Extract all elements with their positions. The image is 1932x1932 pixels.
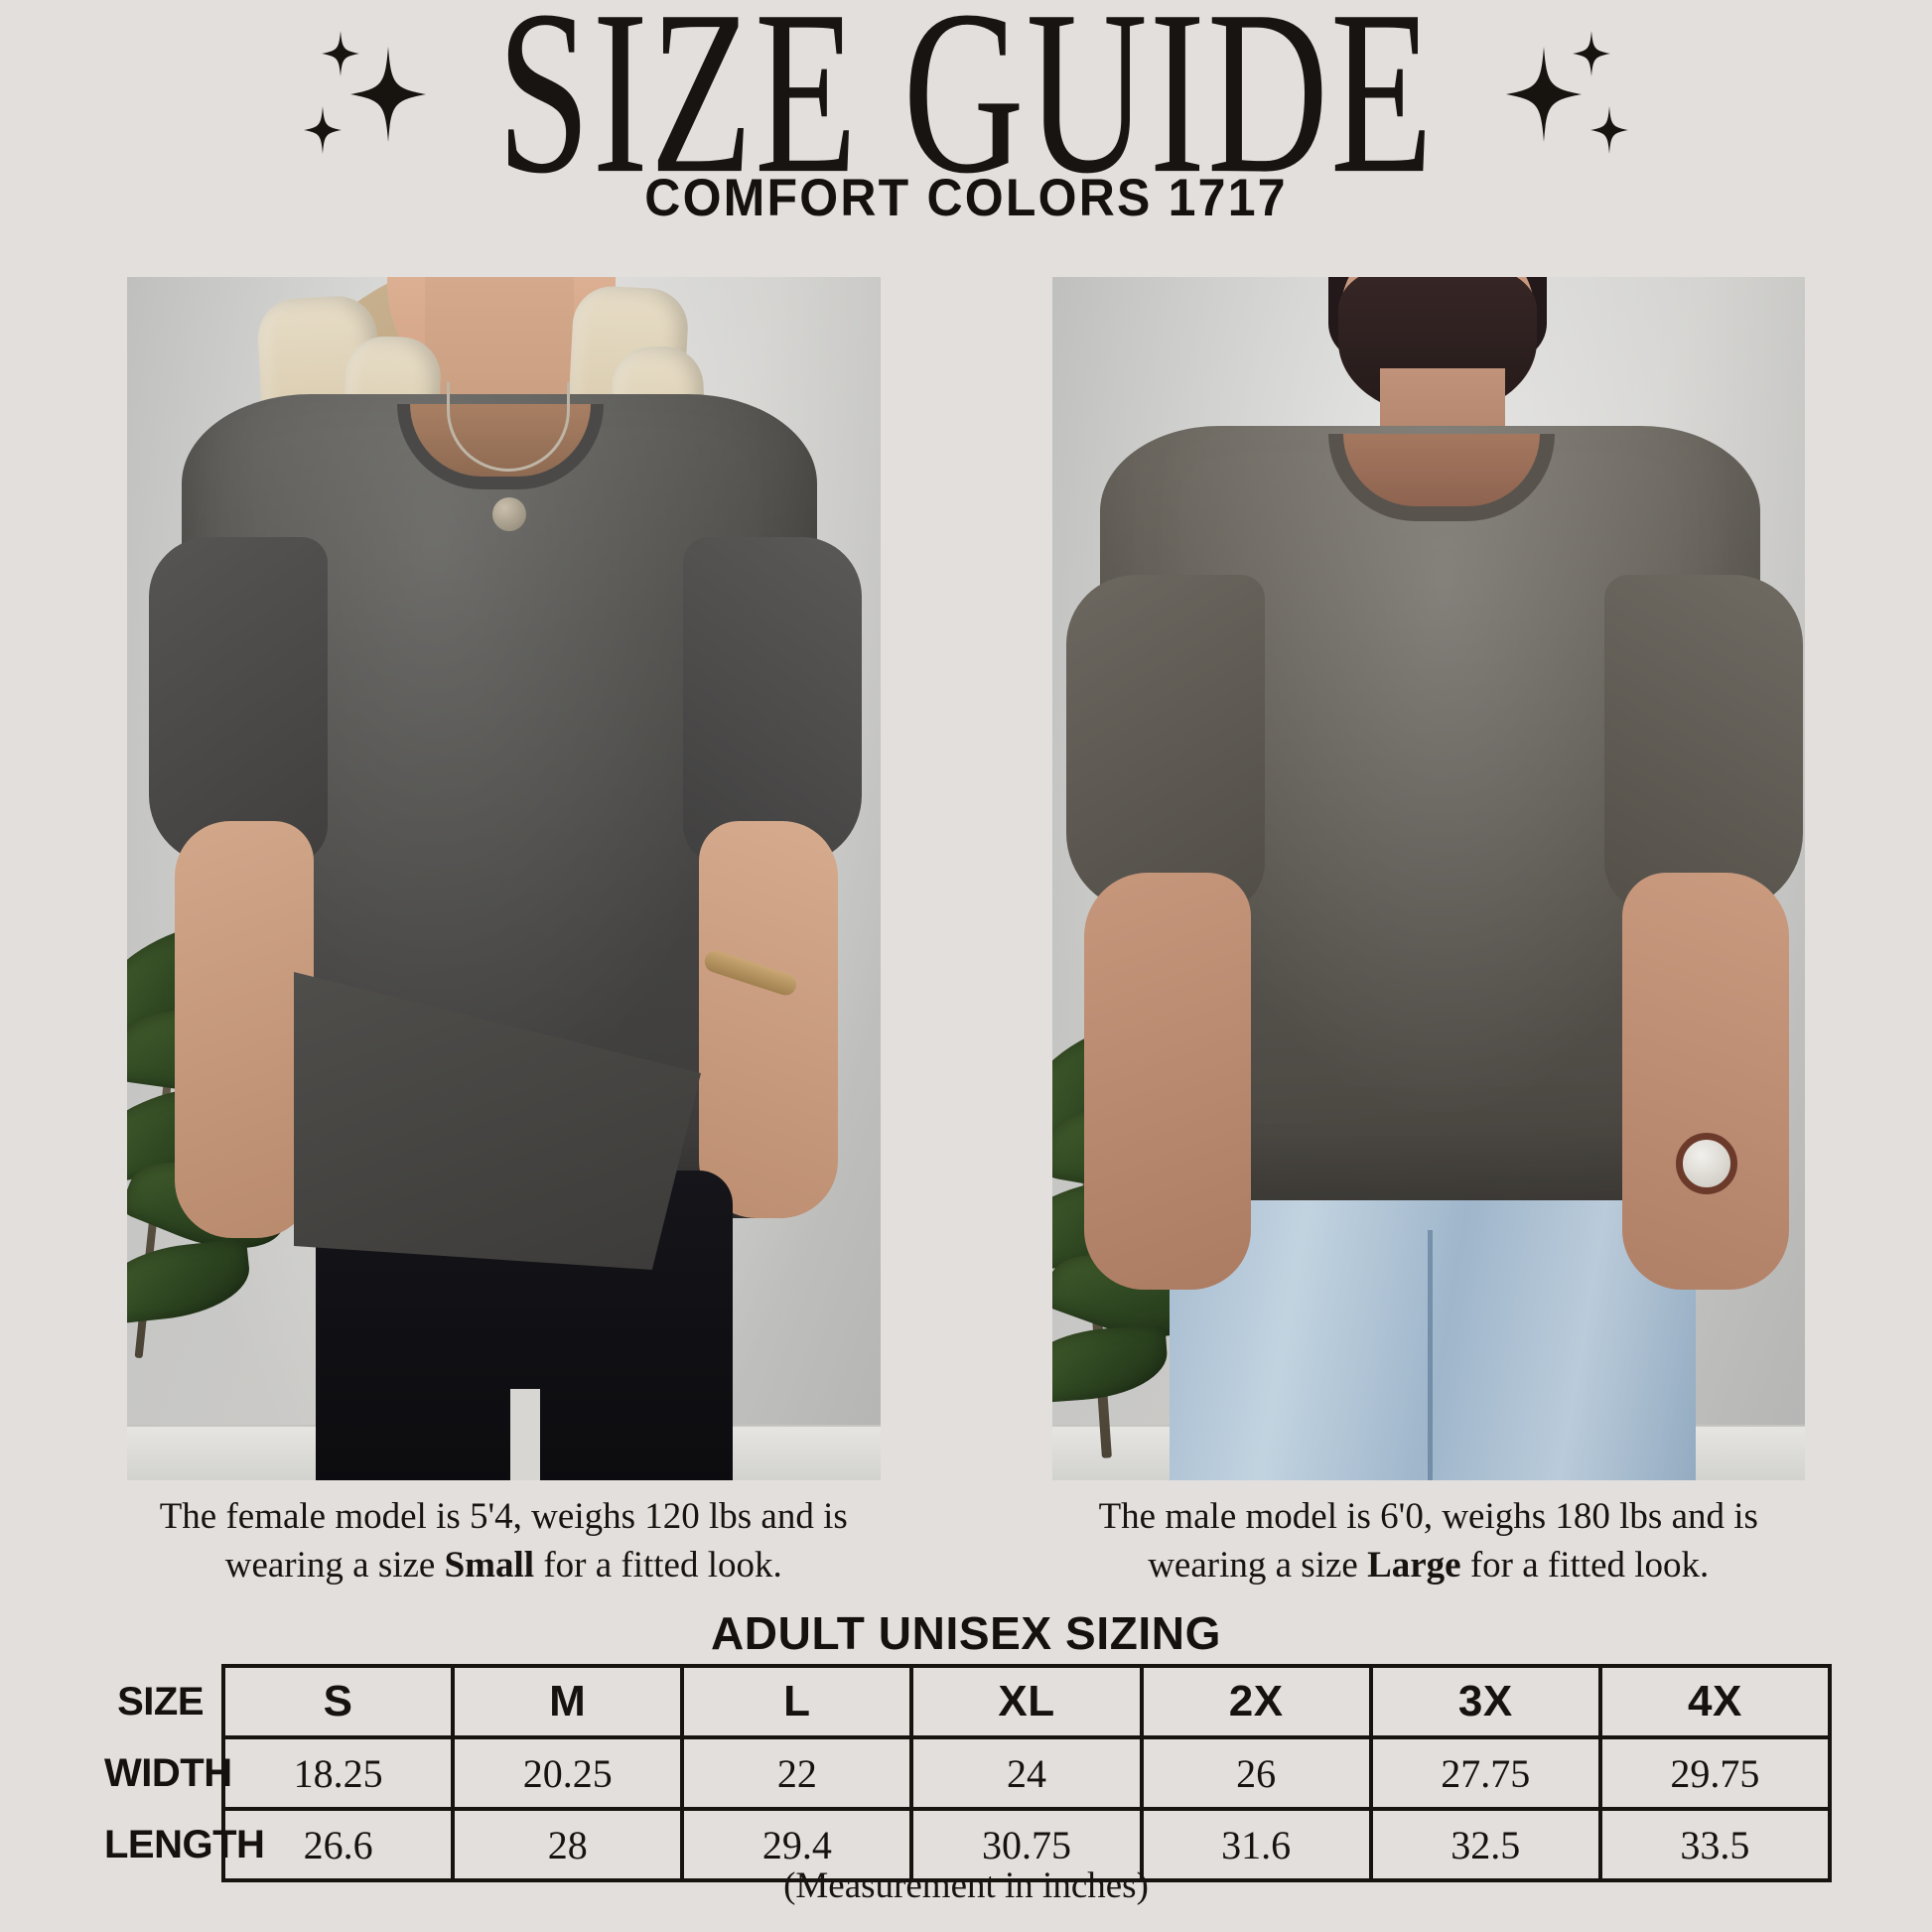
table-cell-length-2x: 31.6 [1139,1807,1373,1882]
table-row-length: LENGTH 26.6 28 29.4 30.75 31.6 32.5 33.5 [104,1807,1833,1882]
table-cell-width-2x: 26 [1139,1735,1373,1811]
sparkle-cluster-left-icon [293,29,428,158]
page-subtitle: COMFORT COLORS 1717 [644,168,1288,227]
table-row-width: WIDTH 18.25 20.25 22 24 26 27.75 29.75 [104,1735,1833,1811]
male-caption-line-2-after: for a fitted look. [1460,1544,1710,1586]
table-cell-size-m: M [451,1664,685,1739]
male-arm-right [1621,873,1789,1290]
sizing-table-heading: ADULT UNISEX SIZING [710,1607,1221,1659]
male-model-photo [1051,277,1805,1480]
table-cell-length-m: 28 [451,1807,685,1882]
male-jeans [1169,1200,1696,1480]
female-arm-right [699,821,838,1218]
table-cell-width-4x: 29.75 [1597,1735,1833,1811]
title-row: SIZE GUIDE [0,0,1932,210]
table-cell-width-m: 20.25 [451,1735,685,1811]
row-label-size: SIZE [117,1679,204,1724]
table-cell-width-s: 18.25 [220,1735,456,1811]
male-arm-left [1083,873,1251,1290]
male-sleeve-left [1065,575,1265,912]
female-caption-line-1: The female model is 5'4, weighs 120 lbs … [159,1496,848,1537]
female-pendant [492,497,526,531]
table-cell-size-2x: 2X [1139,1664,1373,1739]
male-wristwatch [1675,1133,1737,1194]
table-cell-length-xl: 30.75 [909,1807,1144,1882]
female-model-photo [127,277,881,1480]
male-caption-line-2-before: wearing a size [1148,1544,1368,1586]
female-caption-line-2-after: for a fitted look. [534,1544,782,1586]
female-model-caption: The female model is 5'4, weighs 120 lbs … [127,1493,881,1590]
female-sleeve-left [149,537,328,865]
sizing-table-wrapper: SIZE S M L XL 2X 3X 4X WIDTH 18.25 20.25… [104,1664,1833,1882]
measurement-footnote: (Measurement in inches) [783,1865,1149,1906]
table-cell-width-3x: 27.75 [1368,1735,1602,1811]
table-cell-size-s: S [220,1664,456,1739]
sizing-table: SIZE S M L XL 2X 3X 4X WIDTH 18.25 20.25… [104,1664,1833,1882]
female-caption-size: Small [444,1544,535,1586]
table-cell-size-xl: XL [909,1664,1144,1739]
female-sleeve-right [683,537,862,865]
header: SIZE GUIDE COMFORT COLORS 1717 [0,0,1932,244]
table-cell-length-s: 26.6 [220,1807,456,1882]
page-title: SIZE GUIDE [496,0,1436,223]
table-cell-length-l: 29.4 [680,1807,914,1882]
model-captions: The female model is 5'4, weighs 120 lbs … [127,1493,1805,1590]
table-cell-width-xl: 24 [909,1735,1144,1811]
table-cell-length-3x: 32.5 [1368,1807,1602,1882]
table-cell-length-4x: 33.5 [1597,1807,1833,1882]
row-label-width: WIDTH [104,1750,232,1795]
sparkle-cluster-right-icon [1504,29,1639,158]
male-caption-size: Large [1367,1544,1461,1586]
female-shorts-gap [510,1389,540,1480]
male-sleeve-right [1603,575,1803,912]
table-cell-size-4x: 4X [1597,1664,1833,1739]
table-cell-size-3x: 3X [1368,1664,1602,1739]
male-jeans-seam [1427,1230,1433,1480]
male-model-caption: The male model is 6'0, weighs 180 lbs an… [1052,1493,1806,1590]
table-cell-size-l: L [680,1664,914,1739]
table-cell-width-l: 22 [680,1735,914,1811]
female-arm-left [175,821,314,1238]
male-caption-line-1: The male model is 6'0, weighs 180 lbs an… [1098,1496,1758,1537]
table-row-size: SIZE S M L XL 2X 3X 4X [104,1664,1833,1739]
female-caption-line-2-before: wearing a size [224,1544,445,1586]
model-photos [127,277,1805,1480]
row-label-length: LENGTH [104,1822,265,1866]
